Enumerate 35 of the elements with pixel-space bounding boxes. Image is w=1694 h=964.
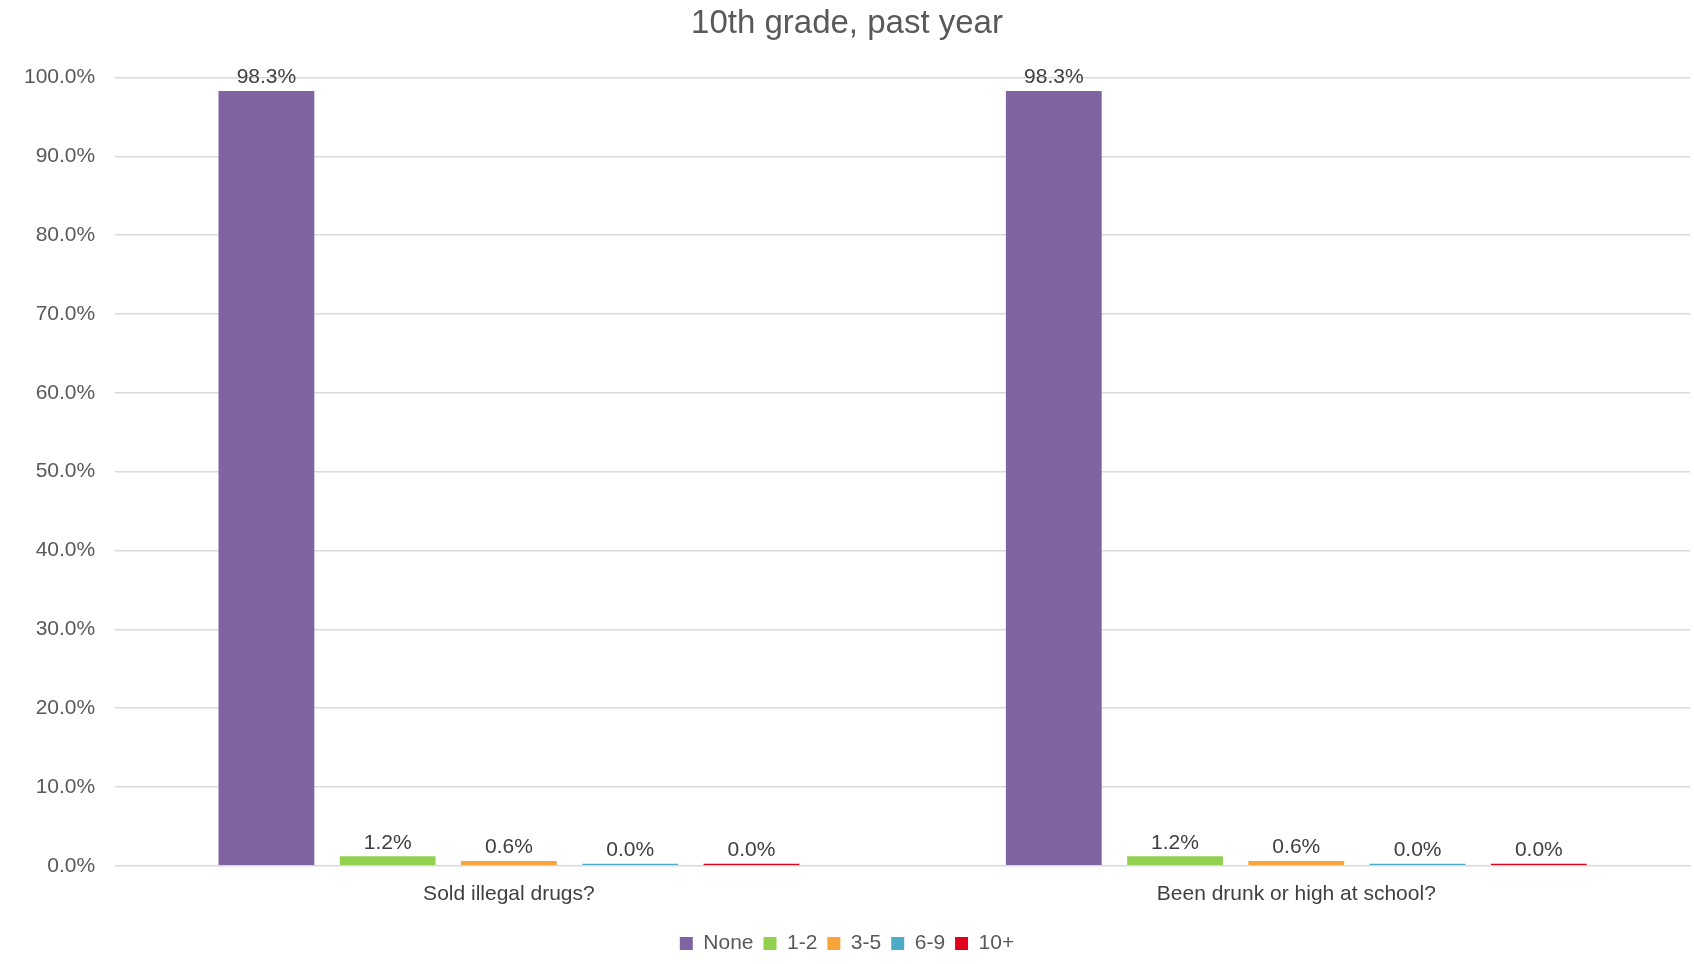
y-tick-label: 90.0% (35, 143, 96, 167)
x-tick-label: Been drunk or high at school? (1156, 881, 1436, 905)
data-label: 0.0% (1514, 837, 1563, 861)
y-tick-label: 100.0% (23, 64, 96, 88)
data-label: 98.3% (236, 64, 297, 88)
bar (1248, 861, 1345, 866)
bar (339, 856, 436, 866)
y-tick-label: 70.0% (35, 300, 96, 324)
y-tick-label: 40.0% (35, 537, 96, 561)
bar (218, 91, 315, 866)
y-tick-label: 10.0% (35, 773, 96, 797)
data-label: 0.6% (484, 834, 533, 858)
data-label: 0.6% (1272, 834, 1321, 858)
legend-label: None (703, 930, 754, 954)
data-label: 1.2% (1151, 829, 1199, 853)
data-label: 0.0% (1393, 837, 1442, 861)
data-label: 98.3% (1024, 64, 1084, 88)
y-tick-label: 0.0% (47, 852, 96, 876)
y-tick-label: 30.0% (35, 616, 96, 640)
data-label: 0.0% (727, 837, 776, 861)
bar (461, 861, 557, 866)
data-label: 0.0% (606, 837, 655, 861)
legend-label: 3-5 (850, 930, 882, 954)
legend-label: 1-2 (787, 930, 818, 954)
x-tick-label: Sold illegal drugs? (423, 881, 595, 905)
chart-title: 10th grade, past year (691, 2, 1003, 40)
bar (1005, 91, 1102, 866)
y-tick-label: 60.0% (35, 379, 96, 403)
y-tick-label: 20.0% (35, 694, 96, 718)
y-tick-label: 80.0% (35, 222, 96, 246)
y-tick-label: 50.0% (35, 458, 96, 482)
data-label: 1.2% (363, 829, 412, 853)
legend-label: 10+ (978, 930, 1015, 954)
bar (1127, 856, 1223, 866)
legend-label: 6-9 (914, 930, 946, 954)
